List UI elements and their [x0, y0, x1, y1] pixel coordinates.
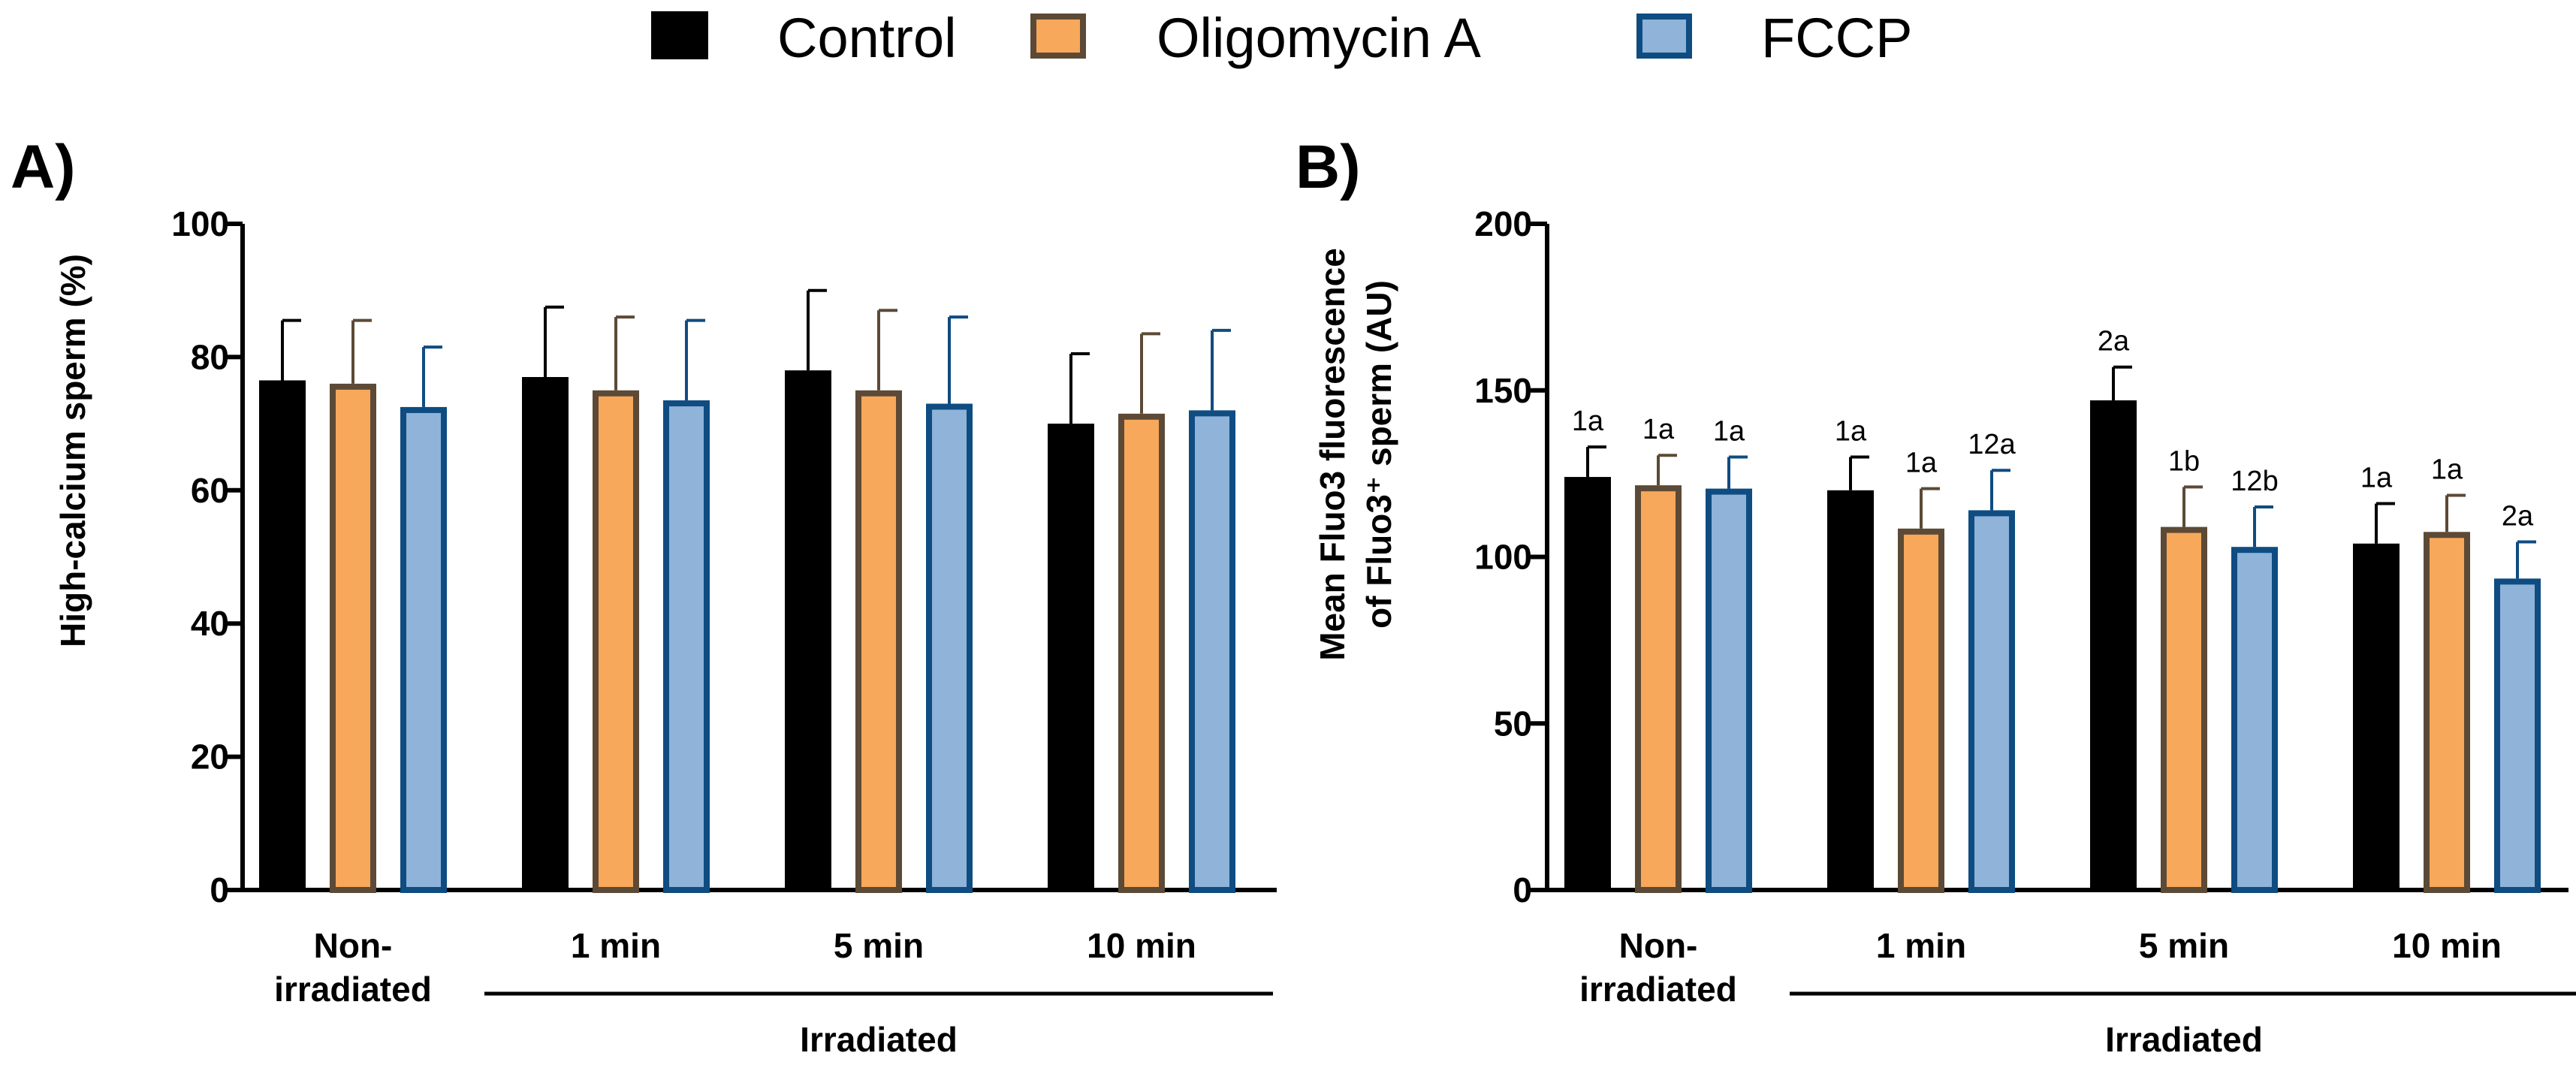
panel-b-bar-fccp-3-annotation: 2a: [2502, 501, 2534, 532]
panel-a-category-label-1-line-0: 1 min: [571, 926, 661, 965]
panel-b-bar-oligomycin-a-1: [1898, 528, 1944, 893]
panel-a-bar-fccp-3: [1189, 410, 1235, 893]
legend-label-control: Control: [777, 7, 957, 69]
panel-a-group-label: Irradiated: [800, 1020, 958, 1059]
legend-label-oligomycin: Oligomycin A: [1157, 7, 1481, 69]
panel-a-category-label-0-line-0: Non-: [314, 926, 393, 965]
panel-b-bar-oligomycin-a-2-annotation: 1b: [2168, 445, 2200, 477]
panel-a-letter: A): [11, 133, 76, 201]
legend-entry-oligomycin: Oligomycin A: [1030, 7, 1481, 69]
panel-b-group-label: Irradiated: [2105, 1020, 2263, 1059]
panel-b-plot: 0 50 100 150 200 1a 1a 2a 1a 1a 1a 1b 1a 1a 12a 12b 2a No…: [1474, 204, 2576, 1059]
legend-swatch-oligomycin: [1030, 14, 1086, 59]
panel-a-ylabel: High-calcium sperm (%): [53, 254, 92, 647]
panel-b-bar-control-3: [2353, 543, 2400, 890]
panel-a-y-tick-label-100: 100: [171, 204, 229, 243]
panel-b-bar-fccp-0-annotation: 1a: [1713, 415, 1745, 447]
panel-a-bar-oligomycin-a-3: [1118, 413, 1165, 893]
panel-b-y-tick-label-50: 50: [1494, 704, 1532, 743]
panel-b-bar-fccp-3: [2494, 578, 2541, 893]
panel-a-y-tick-label-60: 60: [191, 471, 229, 510]
legend-swatch-fccp: [1636, 14, 1692, 59]
panel-b-bar-oligomycin-a-1-annotation: 1a: [1905, 448, 1938, 479]
panel-b-bar-control-3-annotation: 1a: [2360, 463, 2393, 494]
panel-b-y-tick-label-100: 100: [1474, 538, 1532, 577]
panel-b-bar-oligomycin-a-3: [2424, 532, 2470, 893]
panel-a-bar-fccp-1: [663, 400, 710, 893]
panel-b-bar-oligomycin-a-0-annotation: 1a: [1642, 414, 1675, 445]
panel-a-category-label-0-line-1: irradiated: [274, 970, 432, 1009]
panel-b-y-tick-label-0: 0: [1513, 870, 1532, 910]
legend: Control Oligomycin A FCCP: [651, 7, 1912, 69]
legend-entry-control: Control: [651, 7, 957, 69]
panel-a-bar-oligomycin-a-2: [855, 390, 902, 893]
panel-b-y-tick-label-200: 200: [1474, 204, 1532, 243]
panel-b-bar-oligomycin-a-3-annotation: 1a: [2431, 454, 2463, 485]
panel-b-bar-fccp-2-annotation: 12b: [2231, 466, 2278, 497]
panel-a-y-tick-label-20: 20: [191, 738, 229, 777]
panel-b-bar-fccp-0: [1706, 488, 1752, 893]
panel-b-y-axis-label: Mean Fluo3 fluorescence of Fluo3⁺ sperm …: [1313, 248, 1398, 661]
panel-b-bar-fccp-1: [1968, 510, 2015, 893]
panel-a-bar-control-3: [1048, 424, 1094, 890]
panel-b-bar-control-0: [1564, 477, 1611, 890]
panel-b-bar-control-0-annotation: 1a: [1572, 406, 1604, 437]
legend-label-fccp: FCCP: [1761, 7, 1912, 69]
panel-a: A) High-calcium sperm (%) 0 20 40 60 80 100 No…: [11, 133, 1277, 1059]
panel-b-bar-control-2-annotation: 2a: [2098, 326, 2130, 357]
panel-a-bar-control-1: [522, 377, 569, 890]
panel-b-category-label-1-line-0: 1 min: [1876, 926, 1966, 965]
panel-b-bar-control-2: [2090, 400, 2137, 890]
panel-b-bar-fccp-1-annotation: 12a: [1968, 429, 2016, 460]
panel-b-ylabel-line-2: of Fluo3⁺ sperm (AU): [1359, 280, 1398, 629]
panel-a-y-tick-label-40: 40: [191, 604, 229, 643]
panel-b-bar-fccp-2: [2231, 547, 2278, 893]
panel-a-bar-control-2: [785, 370, 831, 890]
panel-b-bar-control-1-annotation: 1a: [1835, 415, 1867, 447]
panel-a-bar-oligomycin-a-0: [330, 383, 376, 893]
panel-a-bar-fccp-2: [926, 403, 973, 893]
panel-b-letter: B): [1296, 133, 1361, 201]
panel-a-bar-control-0: [259, 380, 306, 890]
panel-b-ylabel-line-1: Mean Fluo3 fluorescence: [1313, 248, 1352, 661]
panel-b-category-label-0-line-0: Non-: [1619, 926, 1698, 965]
panel-a-bar-fccp-0: [400, 406, 447, 893]
panel-b-category-label-3-line-0: 10 min: [2392, 926, 2502, 965]
panel-a-category-label-2-line-0: 5 min: [834, 926, 924, 965]
panel-b: B) Mean Fluo3 fluorescence of Fluo3⁺ spe…: [1296, 133, 2576, 1059]
panel-b-bar-oligomycin-a-2: [2161, 526, 2207, 894]
panel-b-bar-control-1: [1827, 490, 1874, 890]
panel-b-bar-oligomycin-a-0: [1635, 485, 1682, 893]
panel-a-plot: 0 20 40 60 80 100 Non-irradiated 1 min 5 min 10 m…: [171, 204, 1277, 1059]
panel-b-y-tick-label-150: 150: [1474, 371, 1532, 410]
legend-swatch-control: [651, 11, 708, 59]
panel-a-y-axis-label: High-calcium sperm (%): [53, 254, 92, 647]
panel-b-category-label-0-line-1: irradiated: [1579, 970, 1737, 1009]
panel-a-category-label-3-line-0: 10 min: [1087, 926, 1196, 965]
legend-entry-fccp: FCCP: [1636, 7, 1912, 69]
panel-b-category-label-2-line-0: 5 min: [2139, 926, 2229, 965]
panel-a-y-tick-label-0: 0: [210, 870, 229, 910]
panel-a-y-tick-label-80: 80: [191, 337, 229, 376]
panel-a-bar-oligomycin-a-1: [593, 390, 639, 893]
